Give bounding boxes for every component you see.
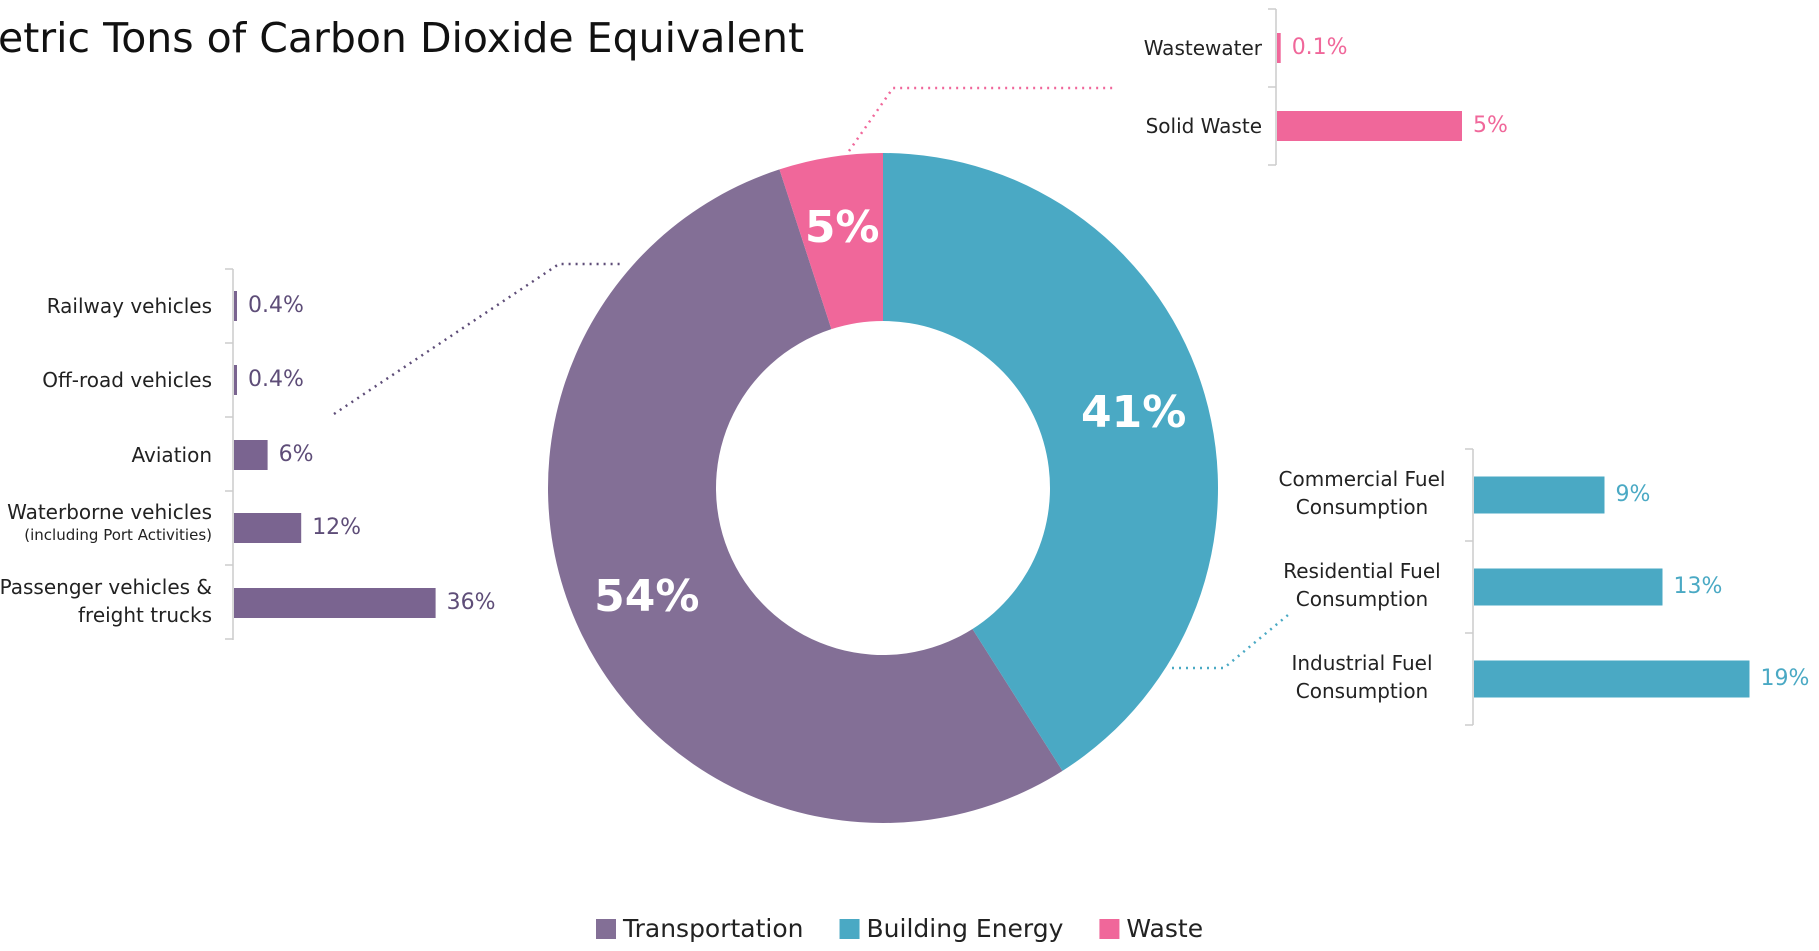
bar-value-label: 9%	[1616, 482, 1651, 507]
bar-category-label: Industrial Fuel Consumption	[1262, 649, 1462, 705]
bar-category-label: Solid Waste	[1062, 112, 1262, 140]
bar	[234, 291, 237, 321]
legend-swatch	[596, 919, 616, 939]
bar-category-label: Passenger vehicles & freight trucks	[0, 573, 212, 629]
legend-swatch	[1099, 919, 1120, 939]
bar-category-label: Wastewater	[1062, 34, 1262, 62]
bar	[234, 513, 302, 543]
chart-title: etric Tons of Carbon Dioxide Equivalent	[0, 14, 805, 62]
donut-slice	[883, 153, 1218, 771]
bar-value-label: 13%	[1674, 574, 1723, 599]
slice-label: 54%	[594, 571, 699, 622]
category-text: Solid Waste	[1145, 114, 1262, 138]
category-note: (including Port Activities)	[24, 526, 212, 544]
category-text: Residential Fuel Consumption	[1283, 559, 1441, 611]
bar-category-label: Off-road vehicles	[0, 366, 212, 394]
slice-label: 41%	[1081, 387, 1186, 438]
category-text: Passenger vehicles & freight trucks	[0, 575, 212, 627]
bar-category-label: Commercial Fuel Consumption	[1262, 465, 1462, 521]
bar-value-label: 0.4%	[248, 367, 304, 392]
category-text: Aviation	[131, 443, 212, 467]
donut-slice	[547, 169, 1063, 824]
bar-category-label: Residential Fuel Consumption	[1262, 557, 1462, 613]
bar	[1277, 111, 1462, 141]
legend-label: Building Energy	[867, 914, 1064, 943]
category-text: Railway vehicles	[46, 294, 212, 318]
category-text: Waterborne vehicles	[7, 500, 212, 524]
legend-label: Transportation	[622, 914, 804, 943]
slice-label: 5%	[805, 202, 880, 253]
bar-value-label: 6%	[279, 442, 314, 467]
bar-value-label: 0.1%	[1292, 35, 1348, 60]
bar-category-label: Waterborne vehicles (including Port Activ…	[0, 498, 212, 544]
bar-category-label: Railway vehicles	[0, 292, 212, 320]
bar	[1474, 476, 1605, 514]
legend-swatch	[839, 919, 860, 939]
leader-line	[847, 86, 1114, 152]
bar-category-label: Aviation	[0, 441, 212, 469]
bar-value-label: 5%	[1473, 113, 1508, 138]
bar	[234, 588, 436, 618]
bar-value-label: 0.4%	[248, 293, 304, 318]
bar	[234, 440, 268, 470]
bar-value-label: 12%	[312, 515, 361, 540]
bar	[234, 365, 237, 395]
bar	[1474, 568, 1663, 606]
category-text: Off-road vehicles	[42, 368, 212, 392]
category-text: Commercial Fuel Consumption	[1278, 467, 1446, 519]
category-text: Industrial Fuel Consumption	[1291, 651, 1433, 703]
donut-slice	[779, 153, 883, 330]
bar-value-label: 19%	[1761, 666, 1810, 691]
bar	[1277, 33, 1281, 63]
category-text: Wastewater	[1143, 36, 1262, 60]
bar-value-label: 36%	[447, 590, 496, 615]
bar	[1474, 660, 1750, 698]
legend-label: Waste	[1126, 914, 1203, 943]
